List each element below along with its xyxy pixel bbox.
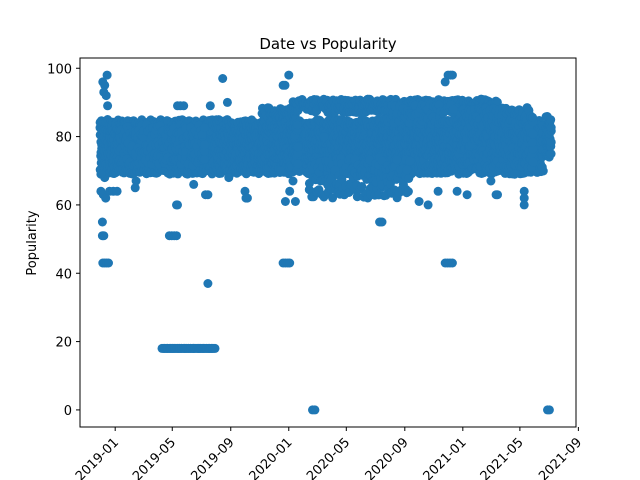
data-point <box>528 112 538 122</box>
data-point <box>224 173 234 183</box>
data-point <box>104 258 113 268</box>
data-point <box>462 190 472 200</box>
data-point <box>423 200 433 210</box>
data-point <box>179 101 189 111</box>
data-point <box>404 174 414 183</box>
data-point <box>197 130 207 139</box>
data-point <box>448 104 458 114</box>
data-point <box>172 231 181 241</box>
data-point <box>280 197 290 206</box>
y-tick-label: 20 <box>55 336 72 351</box>
data-point <box>112 186 122 196</box>
data-point <box>414 197 424 206</box>
data-point <box>101 193 111 203</box>
data-point <box>205 101 215 111</box>
data-point <box>293 120 302 130</box>
data-points <box>95 70 556 415</box>
y-tick-label: 40 <box>55 267 72 282</box>
data-point <box>537 162 547 172</box>
data-point <box>280 80 290 90</box>
data-point <box>402 165 412 175</box>
data-point <box>200 154 209 164</box>
y-tick-label: 100 <box>47 62 72 77</box>
data-point <box>452 186 462 196</box>
data-point <box>99 231 109 241</box>
y-tick-label: 0 <box>64 404 72 419</box>
y-axis-label: Popularity <box>25 210 40 275</box>
data-point <box>189 179 199 189</box>
data-point <box>304 185 314 195</box>
data-point <box>290 197 300 206</box>
data-point <box>101 91 111 101</box>
y-tick-label: 80 <box>55 131 72 146</box>
data-point <box>288 176 298 186</box>
data-point <box>100 80 110 90</box>
data-point <box>486 176 496 186</box>
data-point <box>130 183 140 193</box>
data-point <box>276 166 286 176</box>
plot-frame <box>79 57 577 428</box>
data-point <box>103 101 113 111</box>
data-point <box>199 146 209 156</box>
data-point <box>284 70 294 80</box>
data-point <box>433 186 443 196</box>
data-point <box>405 156 415 166</box>
data-point <box>293 159 303 169</box>
data-point <box>96 169 106 179</box>
data-point <box>447 70 457 80</box>
data-point <box>546 123 556 132</box>
data-point <box>447 258 457 268</box>
y-tick-label: 60 <box>55 199 72 214</box>
data-point <box>392 155 402 165</box>
data-point <box>528 157 538 167</box>
data-point <box>546 115 556 125</box>
data-point <box>352 192 362 202</box>
data-point <box>218 74 228 83</box>
data-point <box>293 142 303 152</box>
data-point <box>285 186 295 196</box>
data-point <box>203 279 213 288</box>
data-point <box>337 175 347 185</box>
data-point <box>519 186 529 196</box>
data-point <box>377 217 387 227</box>
data-point <box>546 149 556 159</box>
data-point <box>199 123 209 133</box>
data-point <box>210 343 220 353</box>
data-point <box>519 200 529 210</box>
data-point <box>403 187 413 196</box>
data-point <box>528 129 538 139</box>
data-point <box>240 186 250 196</box>
data-point <box>528 144 538 154</box>
data-point <box>357 182 367 191</box>
data-point <box>285 258 295 268</box>
data-point <box>527 138 537 147</box>
data-point <box>203 190 213 200</box>
data-point <box>131 176 141 186</box>
data-point <box>200 140 210 150</box>
chart-title: Date vs Popularity <box>259 35 396 53</box>
data-point <box>544 405 554 415</box>
data-point <box>510 169 520 179</box>
data-point <box>222 97 232 107</box>
data-point <box>242 193 252 203</box>
data-point <box>173 200 182 210</box>
data-point <box>493 190 502 200</box>
data-point <box>546 137 556 147</box>
data-point <box>440 77 450 87</box>
data-point <box>519 193 529 203</box>
data-point <box>310 405 320 415</box>
data-point <box>97 217 107 227</box>
data-point <box>102 70 112 80</box>
data-point <box>319 132 329 142</box>
